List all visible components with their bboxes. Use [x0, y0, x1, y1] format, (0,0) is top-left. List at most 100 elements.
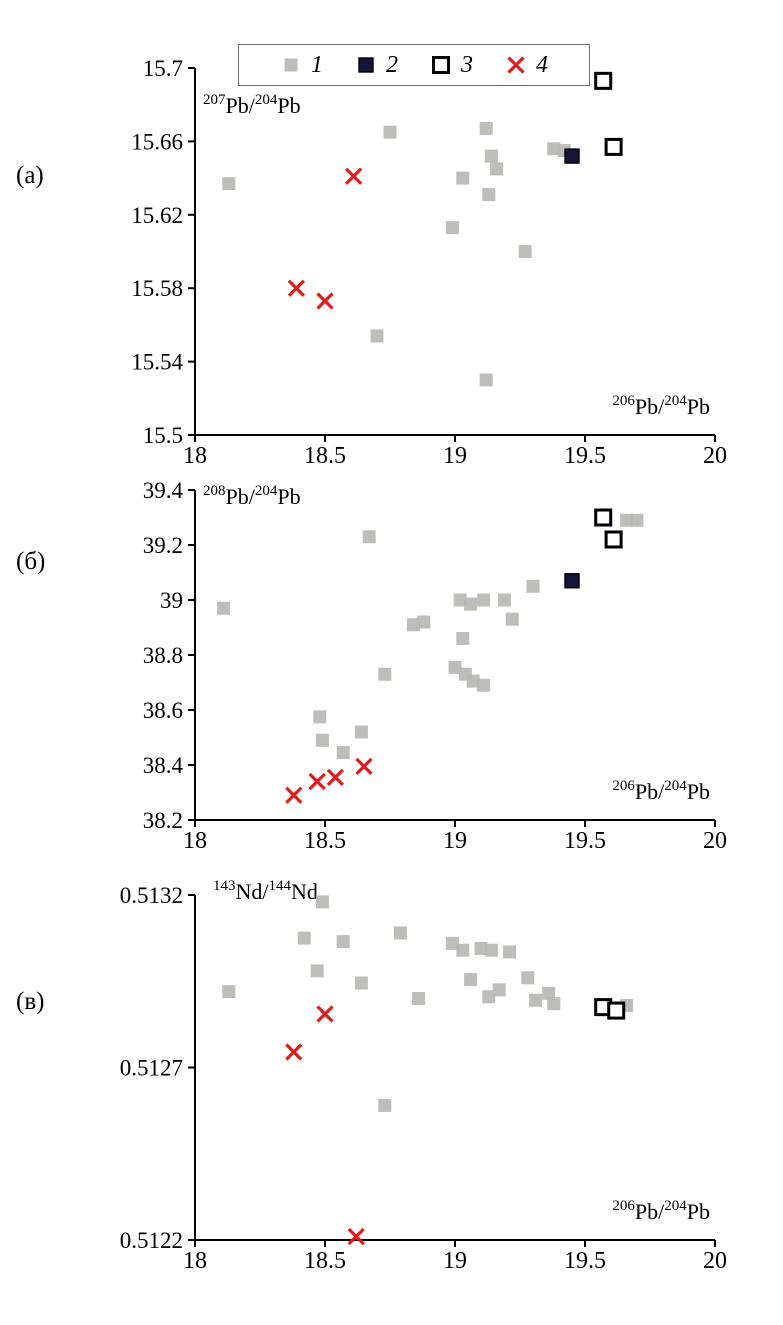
x-tick-label: 18	[183, 443, 207, 469]
open-square-icon	[432, 56, 450, 74]
gray-square-marker	[503, 945, 517, 959]
gray-square-marker	[315, 733, 329, 747]
axis-lines	[194, 490, 715, 821]
legend-item-3: 3	[430, 53, 473, 77]
gray-square-marker	[474, 941, 488, 955]
gray-square-marker	[354, 725, 368, 739]
gray-square-marker	[521, 971, 535, 985]
legend-label: 2	[386, 52, 398, 78]
legend-item-1: 1	[280, 53, 323, 77]
legend-label: 1	[311, 52, 323, 78]
gray-square-marker	[456, 943, 470, 957]
series-2	[564, 148, 580, 164]
series-3	[594, 998, 626, 1020]
chart-panel-3: 0.5122 0.5127 0.5132 18 18.5 19 19.5 20 143Nd/14…	[120, 878, 727, 1274]
gray-square-marker	[222, 177, 236, 191]
chart-panel-1: 15.5 15.54 15.58 15.62 15.66 15.7 18 18.5 19 19.5…	[131, 56, 727, 469]
gray-square-marker	[630, 513, 644, 527]
y-axis-title: 208Pb/204Pb	[203, 483, 301, 509]
red-x-marker	[285, 786, 303, 804]
gray-square-marker	[484, 149, 498, 163]
x-tick-label: 18.5	[304, 1248, 346, 1274]
gray-square-marker	[378, 667, 392, 681]
series-4	[287, 167, 363, 310]
panel-label-b: (б)	[16, 548, 46, 575]
gray-square-marker	[406, 618, 420, 632]
y-tick-label: 15.58	[131, 276, 183, 301]
gray-square-marker	[354, 976, 368, 990]
red-x-marker	[287, 279, 306, 297]
legend-label: 4	[536, 52, 548, 78]
series-1	[217, 513, 644, 760]
x-tick-label: 20	[703, 1248, 727, 1274]
x-tick-label: 18.5	[304, 443, 346, 469]
open-square-marker	[594, 508, 613, 527]
gray-square-marker	[505, 612, 519, 626]
y-tick-label: 39	[160, 588, 183, 613]
y-tick-label: 15.5	[143, 423, 183, 448]
red-x-marker	[507, 56, 525, 74]
navy-square-marker	[358, 57, 374, 73]
series-3	[594, 508, 623, 549]
gray-square-marker	[383, 125, 397, 139]
gray-square-marker	[542, 986, 556, 1000]
y-tick-label: 39.2	[143, 533, 183, 558]
gray-square-marker	[497, 593, 511, 607]
red-x-marker	[285, 1043, 303, 1061]
series-4	[285, 757, 373, 804]
gray-square-marker	[313, 710, 327, 724]
axis-lines	[194, 68, 715, 436]
x-axis-title: 206Pb/204Pb	[612, 778, 710, 804]
series-3	[594, 71, 623, 156]
y-axis-title: 143Nd/144Nd	[213, 878, 318, 904]
y-tick-label: 15.62	[131, 203, 183, 228]
series-4	[285, 1005, 365, 1246]
gray-square-marker	[477, 678, 491, 692]
panel-label-v: (в)	[16, 988, 45, 1015]
gray-square-marker	[445, 936, 459, 950]
gray-square-marker	[310, 964, 324, 978]
navy-square-marker	[564, 573, 580, 589]
open-square-marker	[607, 1001, 626, 1020]
red-x-marker	[355, 757, 373, 776]
gray-square-marker	[315, 895, 329, 909]
gray-square-marker	[479, 122, 493, 136]
legend-label: 3	[461, 52, 473, 78]
y-tick-label: 0.5132	[120, 883, 183, 908]
gray-square-marker	[370, 329, 384, 343]
gray-square-marker	[284, 58, 298, 72]
x-tick-label: 19.5	[564, 1248, 606, 1274]
gray-square-marker	[547, 142, 561, 156]
gray-square-marker	[445, 221, 459, 235]
y-tick-label: 38.2	[143, 808, 183, 833]
x-tick-label: 18.5	[304, 828, 346, 854]
gray-square-marker	[217, 601, 231, 615]
gray-square-marker	[336, 746, 350, 760]
y-tick-label: 15.66	[131, 129, 183, 154]
open-square-marker	[594, 71, 613, 90]
x-tick-label: 20	[703, 828, 727, 854]
x-tick-label: 19	[443, 828, 467, 854]
gray-square-marker	[547, 997, 561, 1011]
gray-square-marker	[393, 926, 407, 940]
red-x-marker	[308, 772, 326, 791]
red-x-marker	[316, 1005, 334, 1023]
gray-square-marker	[297, 931, 311, 945]
red-x-icon	[507, 56, 525, 74]
red-x-marker	[316, 292, 334, 310]
navy-square-icon	[358, 57, 374, 73]
y-tick-label: 15.7	[143, 56, 183, 81]
x-tick-label: 19.5	[564, 828, 606, 854]
gray-square-marker	[484, 943, 498, 957]
red-x-marker	[344, 167, 363, 185]
gray-square-marker	[464, 597, 478, 611]
series-1	[222, 122, 571, 387]
x-tick-label: 19	[443, 443, 467, 469]
gray-square-marker	[490, 162, 504, 176]
gray-square-marker	[492, 983, 506, 997]
gray-square-marker	[378, 1098, 392, 1112]
gray-square-marker	[466, 674, 480, 688]
x-axis-title: 206Pb/204Pb	[612, 1198, 710, 1224]
